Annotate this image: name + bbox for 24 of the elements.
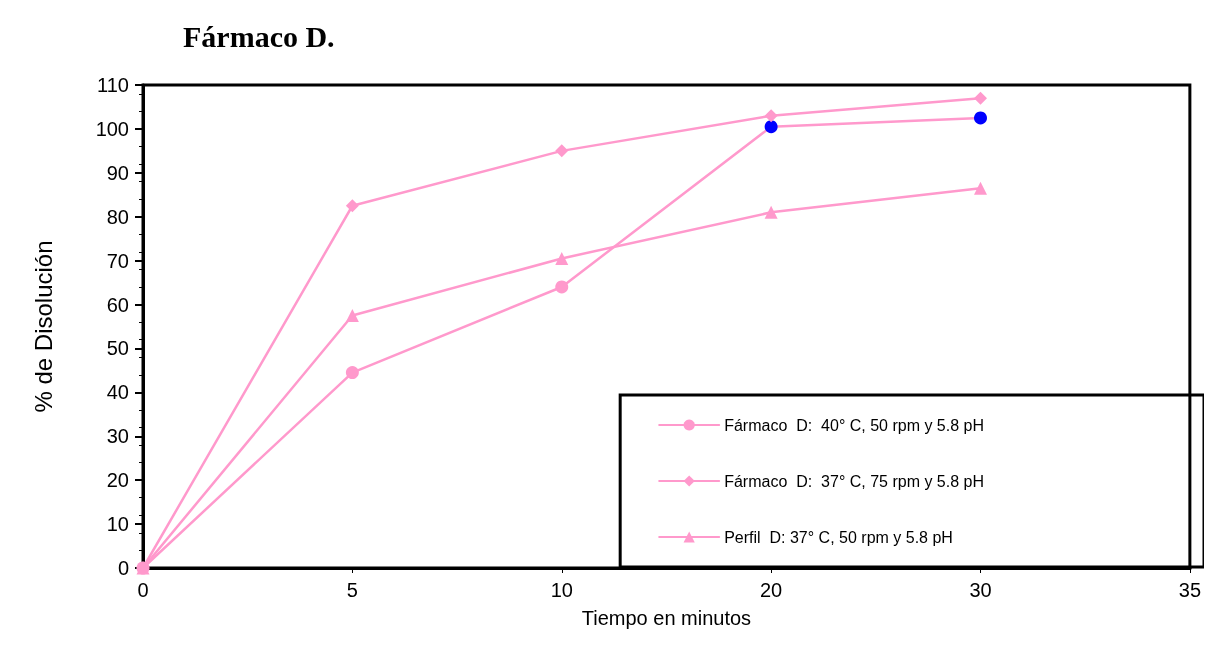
y-tick-label: 10 — [106, 513, 129, 536]
x-tick-label: 5 — [346, 579, 358, 601]
y-tick-label: 60 — [106, 293, 129, 316]
x-tick-label: 35 — [1178, 579, 1201, 601]
y-tick-label: 30 — [106, 425, 129, 448]
x-tick-label: 30 — [969, 579, 992, 601]
y-tick-label: 90 — [106, 161, 129, 184]
y-axis-title: % de Disolución — [29, 240, 57, 413]
legend-label: Fármaco D: 40° C, 50 rpm y 5.8 pH — [724, 416, 985, 434]
x-tick-label: 10 — [550, 579, 573, 601]
y-tick-label: 50 — [106, 337, 129, 360]
y-tick-label: 100 — [95, 117, 129, 140]
y-tick-label: 0 — [117, 557, 129, 579]
y-tick-label: 20 — [106, 469, 129, 492]
y-tick-label: 110 — [97, 74, 129, 96]
x-tick-label: 20 — [760, 579, 783, 601]
legend-label: Perfil D: 37° C, 50 rpm y 5.8 pH — [724, 528, 953, 546]
x-tick-label: 0 — [137, 579, 149, 601]
y-tick-label: 70 — [106, 249, 129, 272]
y-tick-label: 40 — [106, 381, 129, 404]
x-axis-title: Tiempo en minutos — [581, 607, 752, 629]
chart-title: Fármaco D. — [183, 19, 335, 53]
legend-label: Fármaco D: 37° C, 75 rpm y 5.8 pH — [724, 472, 985, 490]
y-tick-label: 80 — [106, 205, 129, 228]
